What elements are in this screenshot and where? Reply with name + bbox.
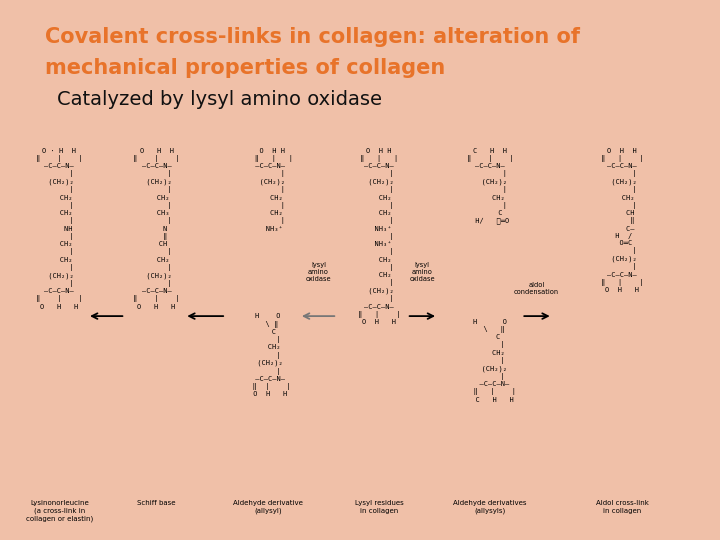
Text: C   H  H
‖    |    |
–C–C–N–
       |
  (CH₂)₂
       |
    CH₂
       |
     C
: C H H ‖ | | –C–C–N– | (CH₂)₂ | CH₂ | C [467, 147, 513, 224]
Text: O  H H
   ‖   |   |
 –C–C–N–
       |
  (CH₂)₂
       |
    CH₂
       |
    CH₂: O H H ‖ | | –C–C–N– | (CH₂)₂ | CH₂ | CH₂ [242, 147, 293, 232]
Text: O  H  H
‖   |    |
–C–C–N–
      |
 (CH₂)₂
      |
   CH₂
      |
    CH
     ‖
: O H H ‖ | | –C–C–N– | (CH₂)₂ | CH₂ | CH … [601, 147, 644, 293]
Text: Aldehyde derivatives
(allysyls): Aldehyde derivatives (allysyls) [454, 501, 527, 515]
Text: Aldehyde derivative
(allysyl): Aldehyde derivative (allysyl) [233, 501, 302, 515]
Text: H    O
  \ ‖
   C
     |
   CH₂
     |
 (CH₂)₂
     |
 –C–C–N–
  ‖  |    |
 O  H: H O \ ‖ C | CH₂ | (CH₂)₂ | –C–C–N– ‖ | |… [244, 313, 291, 397]
Text: Lysinonorleucine
(a cross-link in
collagen or elastin): Lysinonorleucine (a cross-link in collag… [26, 501, 93, 522]
Text: aldol
condensation: aldol condensation [514, 282, 559, 295]
Text: mechanical properties of collagen: mechanical properties of collagen [45, 58, 446, 78]
Text: Catalyzed by lysyl amino oxidase: Catalyzed by lysyl amino oxidase [57, 90, 382, 109]
Text: O  H H
‖   |   |
–C–C–N–
      |
 (CH₂)₂
      |
   CH₂
      |
   CH₂
      |
 : O H H ‖ | | –C–C–N– | (CH₂)₂ | CH₂ | CH₂… [358, 147, 400, 325]
Text: lysyl
amino
oxidase: lysyl amino oxidase [306, 262, 331, 282]
Text: O · H  H
‖    |    |
–C–C–N–
      |
 (CH₂)₂
      |
   CH₂
      |
   CH₂
     : O · H H ‖ | | –C–C–N– | (CH₂)₂ | CH₂ | C… [36, 147, 83, 309]
Text: Covalent cross-links in collagen: alteration of: Covalent cross-links in collagen: altera… [45, 26, 580, 46]
Text: Schiff base: Schiff base [138, 501, 176, 507]
Text: lysyl
amino
oxidase: lysyl amino oxidase [409, 262, 435, 282]
Text: O   H  H
‖    |    |
–C–C–N–
      |
 (CH₂)₂
      |
   CH₂
      |
   CH₃
     : O H H ‖ | | –C–C–N– | (CH₂)₂ | CH₂ | CH₃ [133, 147, 180, 309]
Text: H      O
  \   ‖
    C
      |
    CH₂
      |
  (CH₂)₂
      |
  –C–C–N–
  ‖   : H O \ ‖ C | CH₂ | (CH₂)₂ | –C–C–N– ‖ [464, 319, 516, 403]
Text: Aldol cross-link
in collagen: Aldol cross-link in collagen [595, 501, 649, 514]
Text: Lysyl residues
in collagen: Lysyl residues in collagen [354, 501, 403, 514]
